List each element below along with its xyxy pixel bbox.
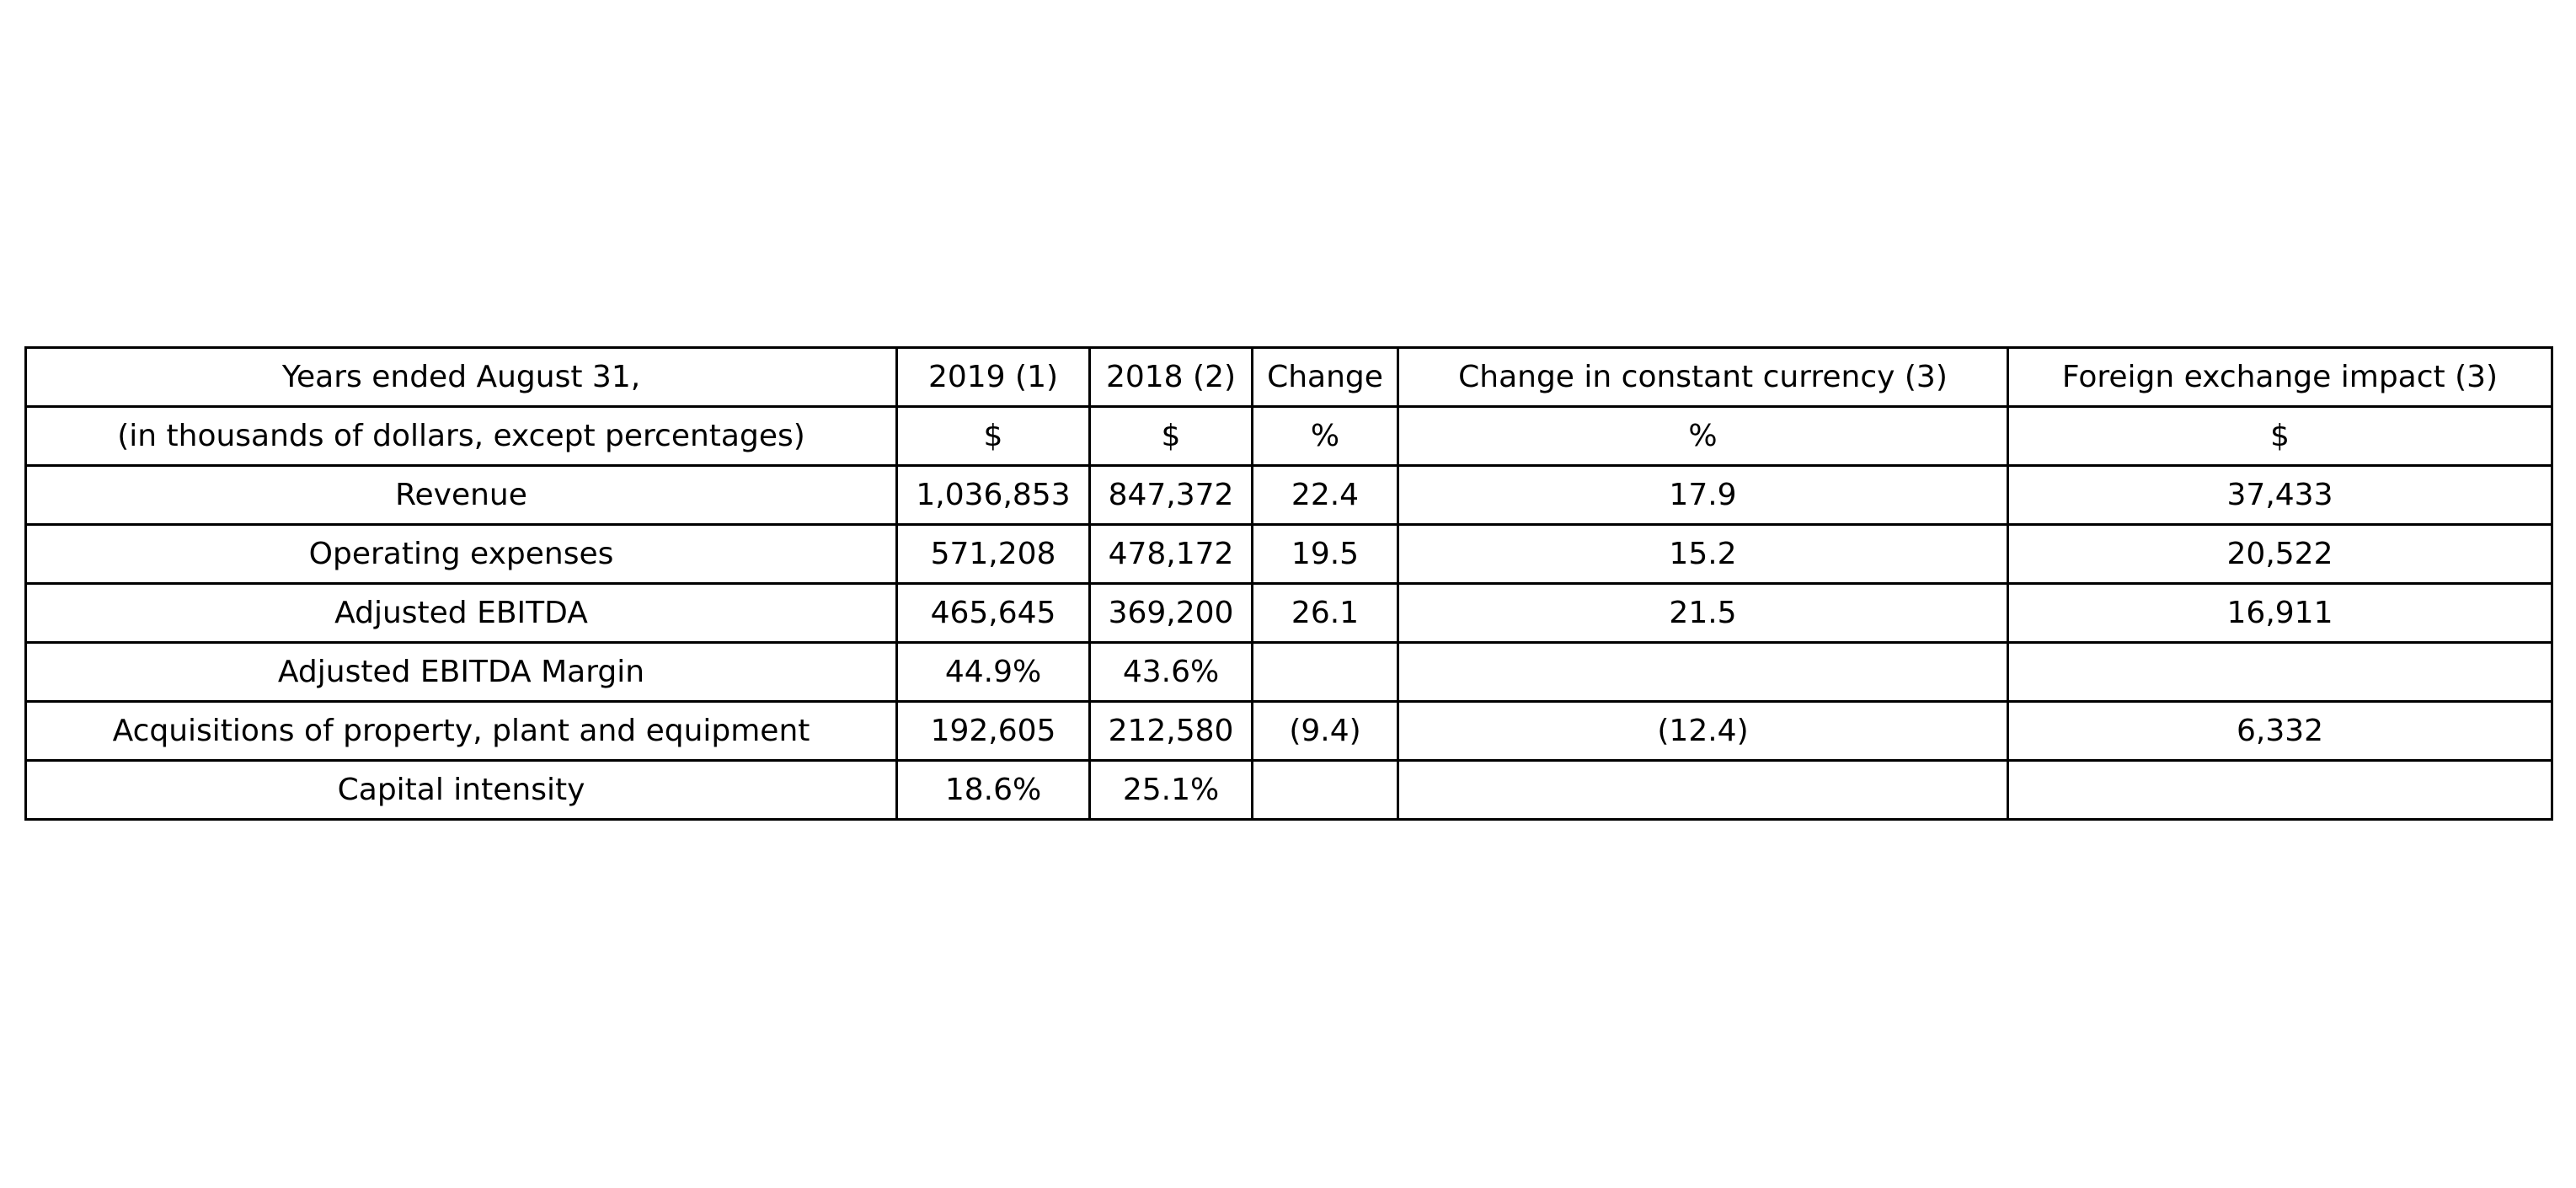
table-cell: 6,332 <box>2007 700 2553 762</box>
header-row: Years ended August 31, 2019 (1) 2018 (2)… <box>24 346 2553 408</box>
header-cell: Change <box>1251 346 1399 408</box>
row-label: Revenue <box>24 464 898 526</box>
table-cell: 212,580 <box>1088 700 1253 762</box>
table-row-acquisitions: Acquisitions of property, plant and equi… <box>24 700 2553 762</box>
financial-table: Years ended August 31, 2019 (1) 2018 (2)… <box>24 346 2553 821</box>
table-cell <box>1397 641 2009 703</box>
units-row: (in thousands of dollars, except percent… <box>24 405 2553 467</box>
units-cell: $ <box>895 405 1091 467</box>
row-label: Adjusted EBITDA <box>24 582 898 644</box>
table-cell: 21.5 <box>1397 582 2009 644</box>
table-cell: 43.6% <box>1088 641 1253 703</box>
table-cell: 44.9% <box>895 641 1091 703</box>
table-cell: 16,911 <box>2007 582 2553 644</box>
header-cell: 2019 (1) <box>895 346 1091 408</box>
table-cell <box>1251 759 1399 821</box>
table-cell: 19.5 <box>1251 523 1399 585</box>
table-cell: 1,036,853 <box>895 464 1091 526</box>
table-cell <box>1397 759 2009 821</box>
table-cell: 571,208 <box>895 523 1091 585</box>
row-label: Capital intensity <box>24 759 898 821</box>
table-cell: 478,172 <box>1088 523 1253 585</box>
row-label: Adjusted EBITDA Margin <box>24 641 898 703</box>
table-cell <box>2007 641 2553 703</box>
table-cell: (9.4) <box>1251 700 1399 762</box>
row-label: Acquisitions of property, plant and equi… <box>24 700 898 762</box>
header-cell: Foreign exchange impact (3) <box>2007 346 2553 408</box>
table-cell: 17.9 <box>1397 464 2009 526</box>
table-cell: (12.4) <box>1397 700 2009 762</box>
table-cell: 18.6% <box>895 759 1091 821</box>
table-cell: 22.4 <box>1251 464 1399 526</box>
header-cell: Change in constant currency (3) <box>1397 346 2009 408</box>
table-cell: 37,433 <box>2007 464 2553 526</box>
table-row-adjusted-ebitda: Adjusted EBITDA 465,645 369,200 26.1 21.… <box>24 582 2553 644</box>
table-cell: 15.2 <box>1397 523 2009 585</box>
table-cell: 192,605 <box>895 700 1091 762</box>
table-row-adjusted-ebitda-margin: Adjusted EBITDA Margin 44.9% 43.6% <box>24 641 2553 703</box>
units-cell: (in thousands of dollars, except percent… <box>24 405 898 467</box>
table-cell: 847,372 <box>1088 464 1253 526</box>
header-cell: 2018 (2) <box>1088 346 1253 408</box>
row-label: Operating expenses <box>24 523 898 585</box>
table-cell <box>2007 759 2553 821</box>
table-cell: 20,522 <box>2007 523 2553 585</box>
table-cell: 369,200 <box>1088 582 1253 644</box>
table-row-revenue: Revenue 1,036,853 847,372 22.4 17.9 37,4… <box>24 464 2553 526</box>
table-cell: 25.1% <box>1088 759 1253 821</box>
table-row-capital-intensity: Capital intensity 18.6% 25.1% <box>24 759 2553 821</box>
table-cell: 465,645 <box>895 582 1091 644</box>
table-cell: 26.1 <box>1251 582 1399 644</box>
units-cell: % <box>1397 405 2009 467</box>
units-cell: % <box>1251 405 1399 467</box>
units-cell: $ <box>1088 405 1253 467</box>
table-row-operating-expenses: Operating expenses 571,208 478,172 19.5 … <box>24 523 2553 585</box>
units-cell: $ <box>2007 405 2553 467</box>
table-cell <box>1251 641 1399 703</box>
header-cell: Years ended August 31, <box>24 346 898 408</box>
